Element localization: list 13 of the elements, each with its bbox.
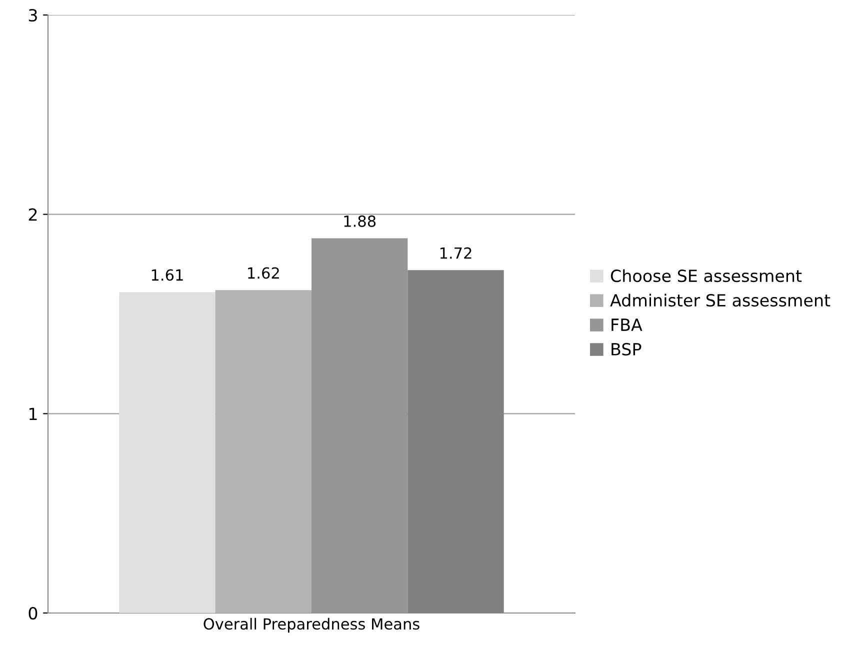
- legend-label: BSP: [612, 342, 642, 356]
- data-label: 1.62: [248, 267, 279, 279]
- data-label: 1.61: [152, 269, 183, 281]
- x-tick-label: Overall Preparedness Means: [204, 618, 420, 633]
- legend-label: FBA: [612, 318, 642, 331]
- legend-label: Choose SE assessment: [610, 269, 802, 282]
- data-label: 1.72: [440, 247, 472, 259]
- y-tick-label: 1: [30, 408, 37, 420]
- y-tick-label: 0: [28, 606, 38, 620]
- y-tick-label: 2: [28, 208, 37, 221]
- y-tick-label: 3: [28, 8, 37, 22]
- data-label: 1.88: [344, 215, 376, 227]
- legend-label: Administer SE assessment: [610, 294, 830, 307]
